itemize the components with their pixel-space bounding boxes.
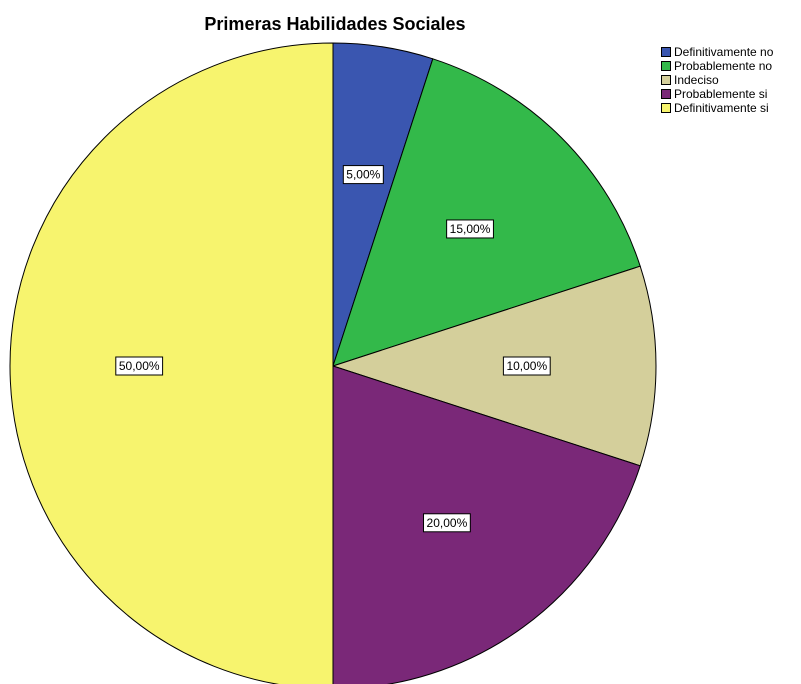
slice-label-text-1: 15,00% (450, 222, 491, 236)
slice-label-4: 50,00% (115, 356, 164, 376)
slice-label-2: 10,00% (502, 356, 551, 376)
legend-label-0: Definitivamente no (674, 45, 774, 59)
legend-label-2: Indeciso (674, 73, 719, 87)
chart-title: Primeras Habilidades Sociales (204, 14, 466, 34)
slice-label-0: 5,00% (342, 165, 384, 185)
legend-label-1: Probablemente no (674, 59, 773, 73)
pie-slice-1 (332, 58, 641, 367)
slice-label-1: 15,00% (446, 219, 494, 239)
legend-label-3: Probablemente si (674, 87, 768, 101)
legend-swatch-3 (661, 89, 671, 99)
slice-label-3: 20,00% (423, 513, 471, 533)
slice-label-text-3: 20,00% (427, 516, 468, 530)
legend-item-1: Probablemente no (661, 59, 773, 73)
pie-slice-4 (9, 42, 334, 684)
legend-item-0: Definitivamente no (661, 45, 773, 59)
pie-slice-3 (332, 365, 641, 684)
slice-label-text-4: 50,00% (119, 359, 160, 373)
slice-label-text-2: 10,00% (506, 359, 547, 373)
legend-swatch-1 (661, 61, 671, 71)
slice-label-text-0: 5,00% (346, 168, 380, 182)
legend-item-4: Definitivamente si (661, 101, 773, 115)
legend-swatch-0 (661, 47, 671, 57)
legend-item-2: Indeciso (661, 73, 773, 87)
legend-label-4: Definitivamente si (674, 101, 769, 115)
legend-swatch-4 (661, 103, 671, 113)
pie-slice-2 (331, 265, 657, 467)
legend-swatch-2 (661, 75, 671, 85)
legend-item-3: Probablemente si (661, 87, 773, 101)
legend: Definitivamente no Probablemente no Indeci… (661, 45, 773, 115)
